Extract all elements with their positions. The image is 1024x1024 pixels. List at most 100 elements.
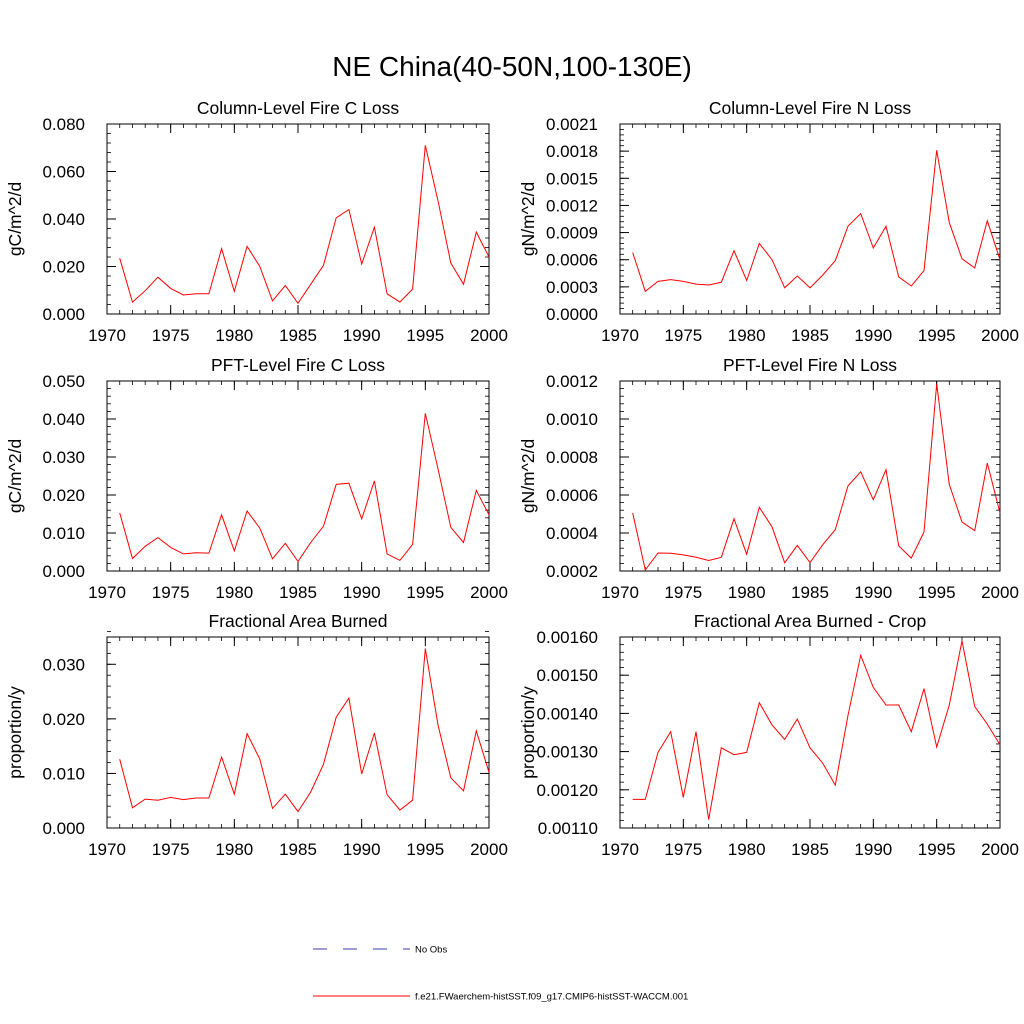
x-tick-label: 1985 bbox=[279, 840, 317, 859]
chart-panel: 1970 1975 1980 1985 1990 1995 2000 0.000 0.010 0.… bbox=[5, 355, 508, 602]
x-tick-label: 2000 bbox=[470, 840, 508, 859]
y-tick-label: 0.0000 bbox=[546, 305, 598, 324]
panel-title: PFT-Level Fire C Loss bbox=[211, 355, 385, 375]
series-line bbox=[119, 145, 490, 305]
y-tick-label: 0.040 bbox=[42, 210, 85, 229]
y-tick-label: 0.010 bbox=[42, 764, 85, 783]
x-tick-label: 1995 bbox=[406, 840, 444, 859]
figure-title: NE China(40-50N,100-130E) bbox=[332, 51, 692, 82]
y-tick-label: 0.080 bbox=[42, 115, 85, 134]
chart-panel: 1970 1975 1980 1985 1990 1995 2000 0.0002 0.0004… bbox=[518, 355, 1019, 602]
x-tick-label: 1985 bbox=[279, 326, 317, 345]
legend: No Obs f.e21.FWaerchem-histSST.f09_g17.C… bbox=[313, 945, 688, 1003]
y-tick-label: 0.0015 bbox=[546, 169, 598, 188]
y-axis-label: gN/m^2/d bbox=[518, 439, 538, 513]
y-tick-label: 0.00110 bbox=[538, 819, 598, 838]
x-tick-label: 2000 bbox=[981, 840, 1019, 859]
y-tick-label: 0.020 bbox=[42, 258, 85, 277]
y-tick-label: 0.020 bbox=[42, 486, 85, 505]
y-tick-label: 0.030 bbox=[42, 655, 85, 674]
x-tick-label: 1980 bbox=[215, 583, 253, 602]
x-tick-label: 1985 bbox=[791, 583, 829, 602]
x-tick-label: 1980 bbox=[728, 326, 766, 345]
y-tick-label: 0.040 bbox=[42, 410, 85, 429]
chart-panel: 1970 1975 1980 1985 1990 1995 2000 0.0000 0.0003… bbox=[518, 98, 1019, 345]
y-tick-label: 0.0004 bbox=[546, 524, 598, 543]
x-tick-label: 1980 bbox=[215, 840, 253, 859]
plot-frame bbox=[619, 636, 1001, 829]
x-tick-label: 1970 bbox=[88, 583, 126, 602]
x-tick-label: 1995 bbox=[406, 326, 444, 345]
y-tick-label: 0.010 bbox=[42, 524, 85, 543]
y-tick-label: 0.0002 bbox=[546, 562, 598, 581]
series-line bbox=[119, 413, 490, 563]
x-tick-label: 1990 bbox=[343, 840, 381, 859]
y-tick-label: 0.0003 bbox=[546, 278, 598, 297]
x-tick-label: 1975 bbox=[152, 583, 190, 602]
x-tick-label: 1980 bbox=[728, 840, 766, 859]
plot-frame bbox=[106, 123, 490, 315]
series-line bbox=[632, 383, 1001, 572]
y-tick-label: 0.0008 bbox=[546, 448, 598, 467]
panel-title: Fractional Area Burned - Crop bbox=[694, 611, 926, 631]
x-tick-label: 1990 bbox=[854, 583, 892, 602]
x-tick-label: 1975 bbox=[152, 840, 190, 859]
panel-title: PFT-Level Fire N Loss bbox=[723, 355, 897, 375]
y-tick-label: 0.0012 bbox=[546, 196, 598, 215]
x-tick-label: 1990 bbox=[343, 326, 381, 345]
x-tick-label: 1970 bbox=[601, 583, 639, 602]
y-axis-label: gC/m^2/d bbox=[5, 439, 25, 513]
y-tick-label: 0.0010 bbox=[546, 410, 598, 429]
y-tick-label: 0.030 bbox=[42, 448, 85, 467]
x-tick-label: 2000 bbox=[470, 326, 508, 345]
panel-title: Fractional Area Burned bbox=[209, 611, 388, 631]
panel-title: Column-Level Fire N Loss bbox=[709, 98, 912, 118]
x-tick-label: 2000 bbox=[470, 583, 508, 602]
chart-panel: 1970 1975 1980 1985 1990 1995 2000 0.000 0.020 0.… bbox=[5, 98, 508, 345]
y-tick-label: 0.00150 bbox=[537, 666, 598, 685]
y-tick-label: 0.0009 bbox=[546, 224, 598, 243]
chart-panel: 1970 1975 1980 1985 1990 1995 2000 0.00110 0.001… bbox=[518, 611, 1019, 859]
y-axis-label: gN/m^2/d bbox=[518, 182, 538, 256]
y-tick-label: 0.00130 bbox=[537, 743, 598, 762]
x-tick-label: 2000 bbox=[981, 583, 1019, 602]
x-tick-label: 1995 bbox=[918, 583, 956, 602]
x-tick-label: 1995 bbox=[918, 840, 956, 859]
x-tick-label: 1975 bbox=[664, 326, 702, 345]
x-tick-label: 1980 bbox=[215, 326, 253, 345]
panel-title: Column-Level Fire C Loss bbox=[197, 98, 400, 118]
y-axis-label: gC/m^2/d bbox=[5, 182, 25, 256]
chart-panel: 1970 1975 1980 1985 1990 1995 2000 0.000 0.010 0.… bbox=[5, 611, 508, 859]
y-tick-label: 0.0018 bbox=[546, 142, 598, 161]
x-tick-label: 1970 bbox=[88, 840, 126, 859]
y-tick-label: 0.00120 bbox=[537, 781, 598, 800]
legend-obs-label: No Obs bbox=[415, 945, 447, 956]
x-tick-label: 1985 bbox=[279, 583, 317, 602]
x-tick-label: 1980 bbox=[728, 583, 766, 602]
series-line bbox=[632, 640, 1001, 820]
y-axis-label: proportion/y bbox=[518, 686, 538, 779]
y-tick-label: 0.0006 bbox=[546, 251, 598, 270]
y-tick-label: 0.000 bbox=[42, 819, 85, 838]
plot-frame bbox=[619, 380, 1001, 572]
plot-frame bbox=[619, 123, 1001, 315]
y-tick-label: 0.00140 bbox=[537, 704, 598, 723]
x-tick-label: 1985 bbox=[791, 326, 829, 345]
plot-frame bbox=[106, 636, 490, 829]
y-tick-label: 0.050 bbox=[42, 372, 85, 391]
y-tick-label: 0.0006 bbox=[546, 486, 598, 505]
series-line bbox=[119, 648, 490, 813]
x-tick-label: 1970 bbox=[601, 840, 639, 859]
y-tick-label: 0.0012 bbox=[546, 372, 598, 391]
x-tick-label: 1990 bbox=[854, 840, 892, 859]
y-tick-label: 0.060 bbox=[42, 163, 85, 182]
chart-panels: 1970 1975 1980 1985 1990 1995 2000 0.000 0.020 0.… bbox=[5, 98, 1019, 859]
x-tick-label: 2000 bbox=[981, 326, 1019, 345]
x-tick-label: 1995 bbox=[406, 583, 444, 602]
x-tick-label: 1975 bbox=[664, 583, 702, 602]
y-tick-label: 0.000 bbox=[42, 305, 85, 324]
x-tick-label: 1990 bbox=[343, 583, 381, 602]
x-tick-label: 1990 bbox=[854, 326, 892, 345]
x-tick-label: 1985 bbox=[791, 840, 829, 859]
